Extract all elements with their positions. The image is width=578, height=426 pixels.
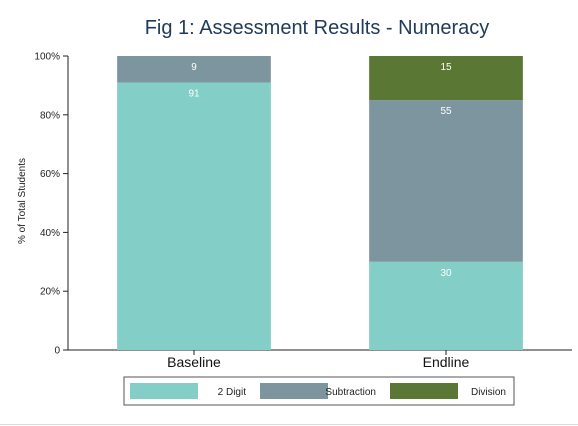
data-label: 30 [440, 268, 452, 279]
bar-baseline-2-digit [117, 82, 271, 351]
y-tick-label: 80% [40, 110, 60, 121]
chart-title: Fig 1: Assessment Results - Numeracy [145, 17, 490, 39]
y-tick-label: 0 [54, 346, 60, 357]
data-label: 15 [440, 62, 452, 73]
legend-label: 2 Digit [218, 387, 247, 398]
bar-endline-division [369, 56, 523, 101]
legend-swatch [130, 383, 198, 399]
bar-baseline-subtraction [117, 56, 271, 83]
y-tick-label: 60% [40, 169, 60, 180]
data-label: 9 [191, 62, 197, 73]
y-axis-label: % of Total Students [17, 158, 28, 244]
x-axis: Baseline Endline [68, 349, 572, 370]
x-tick-label-endline: Endline [423, 354, 470, 370]
legend-label: Subtraction [325, 387, 376, 398]
legend: 2 Digit Subtraction Division [123, 376, 515, 406]
x-tick-label-baseline: Baseline [167, 354, 221, 370]
y-axis: 0 20% 40% 60% 80% 100% [34, 52, 69, 357]
data-label: 91 [188, 88, 200, 99]
bar-endline-subtraction [369, 100, 523, 262]
bottom-divider [0, 424, 578, 425]
legend-swatch [260, 383, 328, 399]
y-tick-label: 20% [40, 287, 60, 298]
legend-swatch [390, 383, 458, 399]
legend-label: Division [471, 387, 506, 398]
bar-group: 91 9 30 55 15 [117, 56, 523, 351]
data-label: 55 [440, 106, 452, 117]
bar-endline-2-digit [369, 261, 523, 350]
y-tick-label: 40% [40, 228, 60, 239]
y-tick-label: 100% [34, 52, 60, 63]
